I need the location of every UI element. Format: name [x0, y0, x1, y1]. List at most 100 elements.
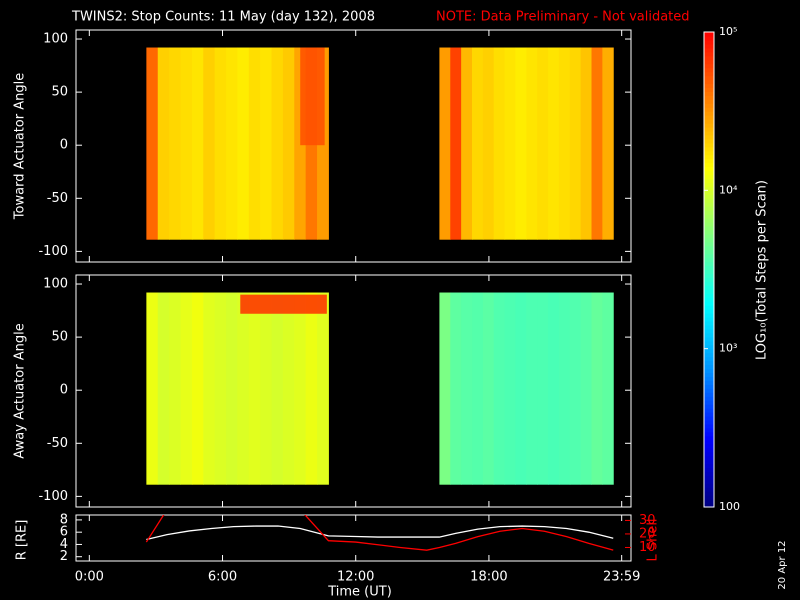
- colorbar-cell: [704, 214, 714, 219]
- colorbar-tick-label: 100: [719, 500, 740, 513]
- colorbar-cell: [704, 253, 714, 259]
- colorbar-cell: [704, 388, 714, 393]
- colorbar-cell: [704, 87, 714, 92]
- heatmap-cell: [439, 47, 451, 240]
- heatmap-cell: [191, 47, 204, 240]
- colorbar-cell: [704, 451, 714, 457]
- heatmap-cell: [260, 292, 273, 485]
- heatmap-cell: [569, 292, 582, 485]
- colorbar-cell: [704, 210, 714, 215]
- colorbar-cell: [704, 467, 714, 472]
- colorbar-cell: [704, 423, 714, 429]
- heatmap-cell: [591, 47, 603, 240]
- colorbar-cell: [704, 186, 714, 191]
- heatmap-cell: [260, 47, 273, 240]
- y2-tick-label: 30: [639, 513, 656, 528]
- colorbar-cell: [704, 123, 714, 128]
- y2-axis-label: L Shell: [646, 518, 661, 561]
- heatmap-cell: [180, 47, 193, 240]
- colorbar-cell: [704, 138, 714, 144]
- colorbar-cell: [704, 174, 714, 180]
- colorbar-cell: [704, 47, 714, 53]
- colorbar-cell: [704, 99, 714, 104]
- y-tick-label: 8: [60, 512, 68, 527]
- colorbar-cell: [704, 182, 714, 187]
- colorbar-cell: [704, 439, 714, 445]
- y-tick-label: 2: [60, 549, 68, 564]
- colorbar-cell: [704, 408, 714, 413]
- colorbar-tick-label: 10⁴: [719, 183, 738, 196]
- colorbar-cell: [704, 277, 714, 282]
- colorbar-cell: [704, 320, 714, 326]
- heatmap-cell: [248, 292, 261, 485]
- colorbar-cell: [704, 392, 714, 397]
- colorbar-cell: [704, 32, 714, 37]
- heatmap-cell: [493, 292, 506, 485]
- colorbar-cell: [704, 281, 714, 286]
- heatmap-cell: [482, 47, 495, 240]
- colorbar-cell: [704, 396, 714, 401]
- y-tick-label: 0: [60, 383, 68, 398]
- heatmap-cell: [569, 47, 582, 240]
- heatmap-cell: [226, 292, 238, 485]
- heatmap-cell: [537, 47, 549, 240]
- heatmap-cell: [602, 292, 614, 485]
- y-tick-label: -50: [47, 436, 68, 451]
- heatmap-cell: [580, 292, 593, 485]
- colorbar-cell: [704, 233, 714, 239]
- colorbar-cell: [704, 285, 714, 290]
- y-tick-label: 6: [60, 525, 68, 540]
- colorbar-cell: [704, 443, 714, 449]
- heatmap-cell: [537, 292, 549, 485]
- colorbar-cell: [704, 305, 714, 310]
- colorbar-cell: [704, 229, 714, 235]
- plot-frame: [75, 514, 632, 562]
- heatmap-patch: [240, 294, 327, 314]
- colorbar-cell: [704, 75, 714, 81]
- colorbar-cell: [704, 419, 714, 425]
- colorbar-cell: [704, 130, 714, 136]
- note: NOTE: Data Preliminary - Not validated: [436, 10, 690, 25]
- heatmap-cell: [203, 47, 216, 240]
- heatmap-cell: [493, 47, 506, 240]
- y-tick-label: 100: [43, 277, 68, 292]
- x-axis-label: Time (UT): [327, 585, 392, 600]
- heatmap-cell: [548, 47, 560, 240]
- colorbar-cell: [704, 39, 714, 45]
- colorbar-cell: [704, 95, 714, 100]
- colorbar-cell: [704, 459, 714, 465]
- colorbar-cell: [704, 471, 714, 476]
- colorbar-tick-label: 10³: [719, 342, 737, 355]
- y-tick-label: -50: [47, 191, 68, 206]
- heatmap-cell: [237, 292, 250, 485]
- heatmap-cell: [602, 47, 614, 240]
- heatmap-cell: [580, 47, 593, 240]
- colorbar-cell: [704, 67, 714, 73]
- colorbar-cell: [704, 360, 714, 366]
- y2-tick-label: 10: [639, 540, 656, 555]
- heatmap-cell: [482, 292, 495, 485]
- x-tick-label: 18:00: [470, 570, 507, 585]
- x-tick-label: 23:59: [603, 570, 640, 585]
- colorbar-cell: [704, 313, 714, 318]
- heatmap-cell: [282, 292, 295, 485]
- heatmap-cell: [461, 47, 473, 240]
- colorbar-cell: [704, 115, 714, 120]
- heatmap-cell: [450, 292, 462, 485]
- colorbar-cell: [704, 427, 714, 433]
- colorbar-cell: [704, 309, 714, 314]
- heatmap-cell: [305, 292, 318, 485]
- heatmap-cell: [504, 292, 516, 485]
- line-layer: [145, 515, 614, 551]
- y-tick-label: 100: [43, 32, 68, 47]
- heatmap-patch: [300, 47, 325, 146]
- colorbar-cell: [704, 198, 714, 203]
- colorbar-cell: [704, 463, 714, 469]
- colorbar-cell: [704, 59, 714, 65]
- x-tick-label: 12:00: [337, 570, 374, 585]
- colorbar-cell: [704, 332, 714, 338]
- colorbar-cell: [704, 364, 714, 370]
- date-stamp: 20 Apr 12: [777, 540, 788, 589]
- heatmap-cell: [248, 47, 261, 240]
